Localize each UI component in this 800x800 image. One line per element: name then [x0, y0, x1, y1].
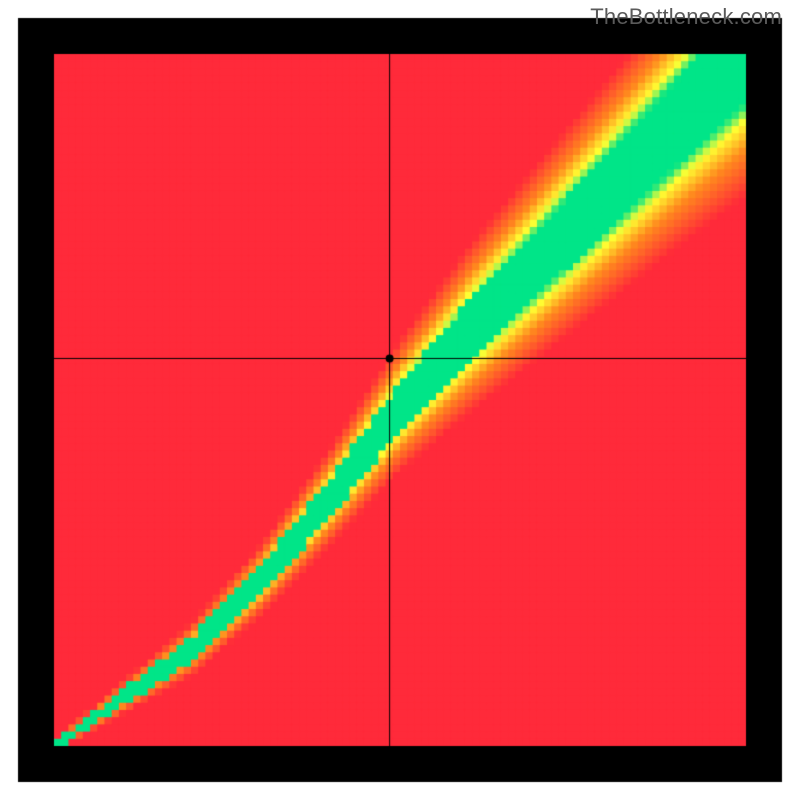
- chart-container: TheBottleneck.com: [0, 0, 800, 800]
- heatmap-canvas: [0, 0, 800, 800]
- watermark-text: TheBottleneck.com: [590, 4, 782, 30]
